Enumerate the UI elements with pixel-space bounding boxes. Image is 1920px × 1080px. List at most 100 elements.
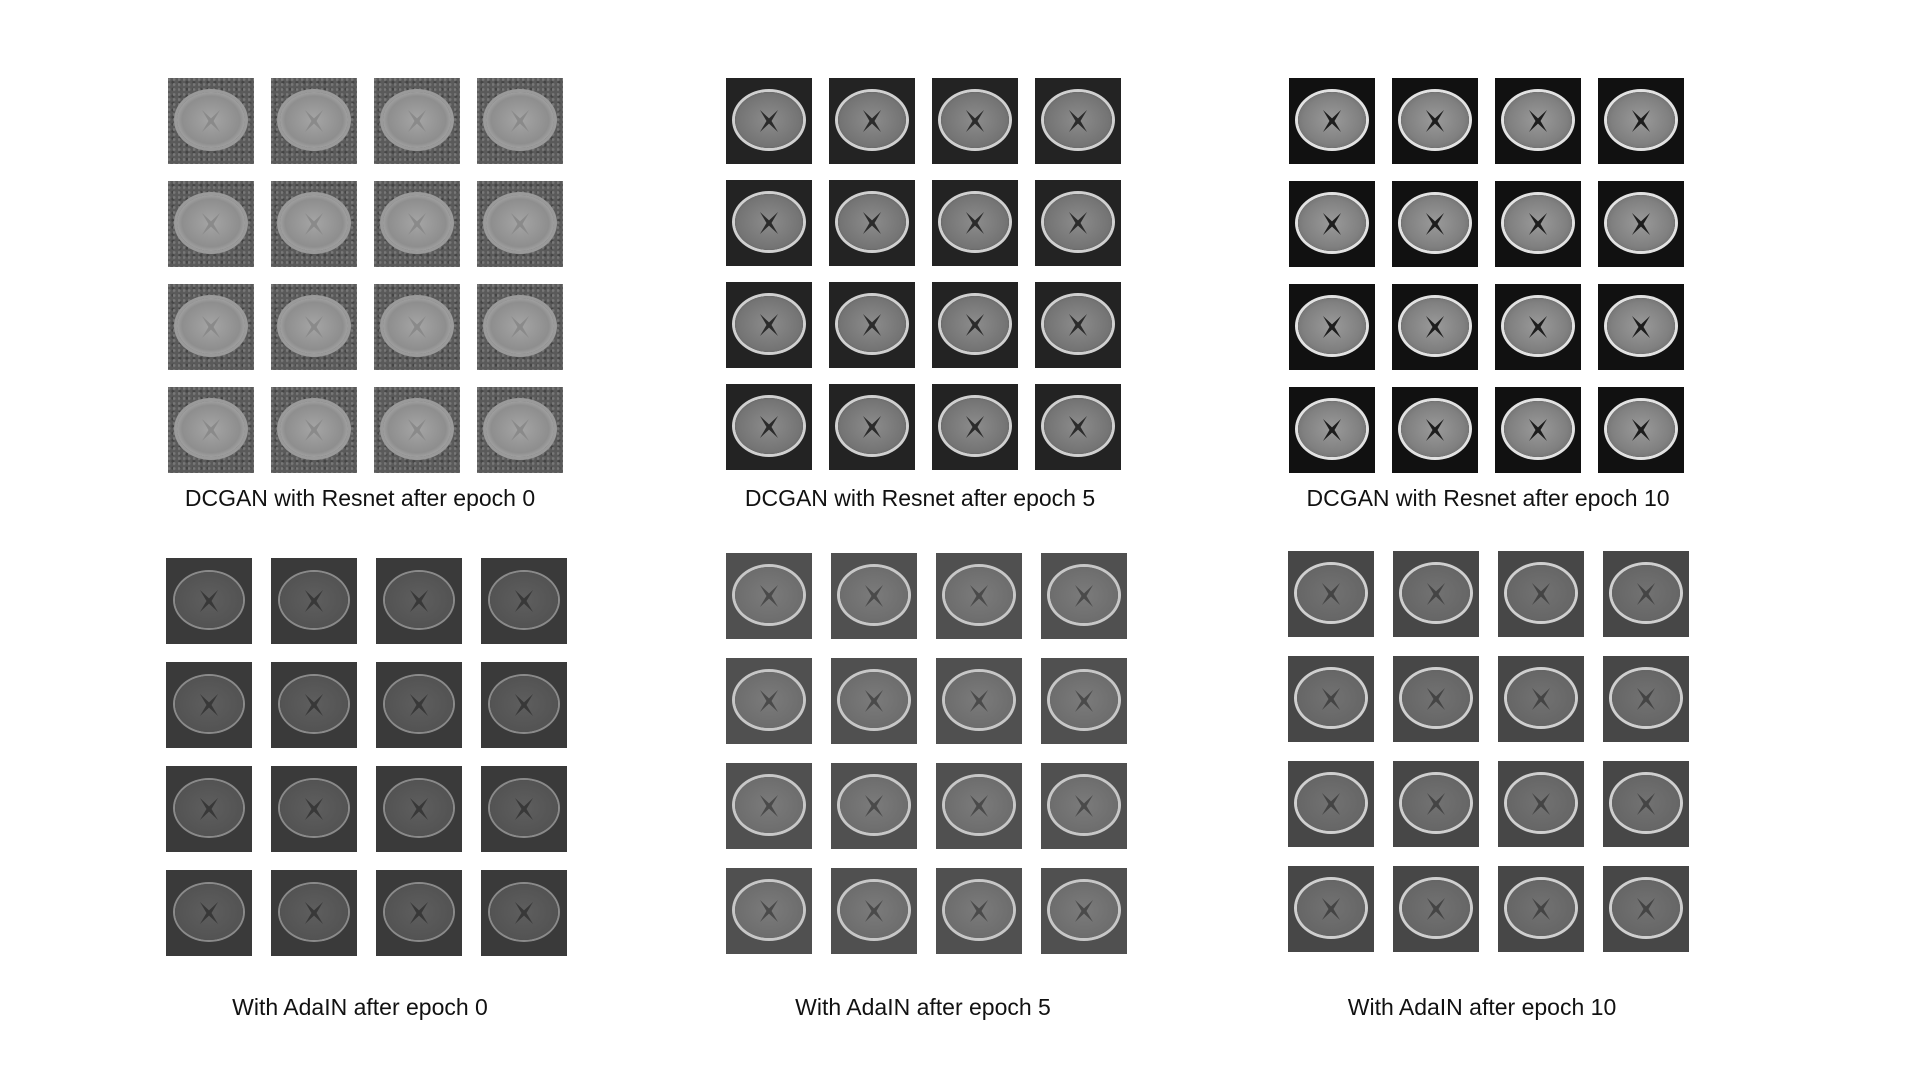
ventricle-shape bbox=[863, 314, 881, 336]
ventricle-shape bbox=[202, 316, 220, 338]
ventricle-shape bbox=[760, 900, 778, 922]
ventricle-shape bbox=[1426, 110, 1444, 132]
ventricle-shape bbox=[1632, 110, 1650, 132]
ventricle-shape bbox=[1075, 690, 1093, 712]
ventricle-shape bbox=[1069, 416, 1087, 438]
sample-image bbox=[481, 662, 567, 748]
ventricle-shape bbox=[511, 316, 529, 338]
ventricle-shape bbox=[202, 419, 220, 441]
caption-resnet-epoch-10: DCGAN with Resnet after epoch 10 bbox=[1306, 485, 1670, 511]
ventricle-shape bbox=[970, 690, 988, 712]
ventricle-shape bbox=[305, 902, 323, 924]
ventricle-shape bbox=[1632, 213, 1650, 235]
ventricle-shape bbox=[1075, 900, 1093, 922]
sample-image bbox=[1035, 282, 1121, 368]
sample-image bbox=[829, 78, 915, 164]
ventricle-shape bbox=[410, 590, 428, 612]
sample-image bbox=[1041, 763, 1127, 849]
ventricle-shape bbox=[1632, 419, 1650, 441]
sample-image bbox=[932, 384, 1018, 470]
sample-image bbox=[831, 763, 917, 849]
sample-image bbox=[1288, 866, 1374, 952]
ventricle-shape bbox=[1075, 585, 1093, 607]
sample-image bbox=[829, 180, 915, 266]
sample-image bbox=[271, 181, 357, 267]
ventricle-shape bbox=[202, 213, 220, 235]
ventricle-shape bbox=[515, 798, 533, 820]
ventricle-shape bbox=[305, 110, 323, 132]
ventricle-shape bbox=[1322, 688, 1340, 710]
ventricle-shape bbox=[865, 900, 883, 922]
ventricle-shape bbox=[1322, 583, 1340, 605]
sample-image bbox=[1035, 78, 1121, 164]
ventricle-shape bbox=[410, 902, 428, 924]
sample-image bbox=[1041, 658, 1127, 744]
ventricle-shape bbox=[408, 110, 426, 132]
sample-image bbox=[726, 282, 812, 368]
sample-image bbox=[1598, 181, 1684, 267]
ventricle-shape bbox=[760, 212, 778, 234]
sample-image bbox=[1598, 78, 1684, 164]
sample-image bbox=[1288, 656, 1374, 742]
sample-image bbox=[831, 658, 917, 744]
ventricle-shape bbox=[1322, 793, 1340, 815]
sample-image bbox=[1498, 866, 1584, 952]
sample-image bbox=[374, 181, 460, 267]
ventricle-shape bbox=[1632, 316, 1650, 338]
ventricle-shape bbox=[410, 694, 428, 716]
ventricle-shape bbox=[408, 419, 426, 441]
sample-image bbox=[1289, 78, 1375, 164]
ventricle-shape bbox=[970, 900, 988, 922]
sample-image bbox=[271, 78, 357, 164]
ventricle-shape bbox=[760, 690, 778, 712]
ventricle-shape bbox=[1532, 898, 1550, 920]
sample-image bbox=[1603, 761, 1689, 847]
ventricle-shape bbox=[200, 798, 218, 820]
ventricle-shape bbox=[1529, 316, 1547, 338]
ventricle-shape bbox=[865, 585, 883, 607]
sample-image bbox=[936, 868, 1022, 954]
sample-image bbox=[936, 763, 1022, 849]
caption-adain-epoch-10: With AdaIN after epoch 10 bbox=[1347, 994, 1617, 1020]
sample-image bbox=[1035, 180, 1121, 266]
ventricle-shape bbox=[511, 213, 529, 235]
sample-image bbox=[376, 766, 462, 852]
ventricle-shape bbox=[515, 590, 533, 612]
ventricle-shape bbox=[305, 316, 323, 338]
ventricle-shape bbox=[1529, 213, 1547, 235]
sample-image bbox=[1288, 761, 1374, 847]
sample-image bbox=[726, 553, 812, 639]
sample-image bbox=[166, 558, 252, 644]
ventricle-shape bbox=[1637, 583, 1655, 605]
sample-image bbox=[1603, 656, 1689, 742]
sample-image bbox=[726, 180, 812, 266]
sample-image bbox=[271, 870, 357, 956]
caption-resnet-epoch-0: DCGAN with Resnet after epoch 0 bbox=[184, 485, 536, 511]
sample-image bbox=[1289, 387, 1375, 473]
sample-image bbox=[1041, 868, 1127, 954]
sample-image bbox=[1392, 284, 1478, 370]
ventricle-shape bbox=[1637, 898, 1655, 920]
sample-image bbox=[1598, 284, 1684, 370]
sample-image bbox=[1603, 866, 1689, 952]
ventricle-shape bbox=[863, 212, 881, 234]
sample-image bbox=[831, 868, 917, 954]
sample-image bbox=[1392, 387, 1478, 473]
sample-image bbox=[477, 78, 563, 164]
sample-image bbox=[829, 384, 915, 470]
ventricle-shape bbox=[1529, 110, 1547, 132]
sample-image bbox=[271, 662, 357, 748]
sample-image bbox=[374, 387, 460, 473]
ventricle-shape bbox=[305, 419, 323, 441]
sample-image bbox=[376, 870, 462, 956]
ventricle-shape bbox=[511, 419, 529, 441]
sample-image bbox=[936, 658, 1022, 744]
sample-image bbox=[932, 78, 1018, 164]
caption-adain-epoch-0: With AdaIN after epoch 0 bbox=[232, 994, 488, 1020]
ventricle-shape bbox=[1069, 110, 1087, 132]
sample-image bbox=[168, 387, 254, 473]
sample-image bbox=[374, 78, 460, 164]
sample-image bbox=[831, 553, 917, 639]
ventricle-shape bbox=[970, 795, 988, 817]
sample-image bbox=[166, 870, 252, 956]
